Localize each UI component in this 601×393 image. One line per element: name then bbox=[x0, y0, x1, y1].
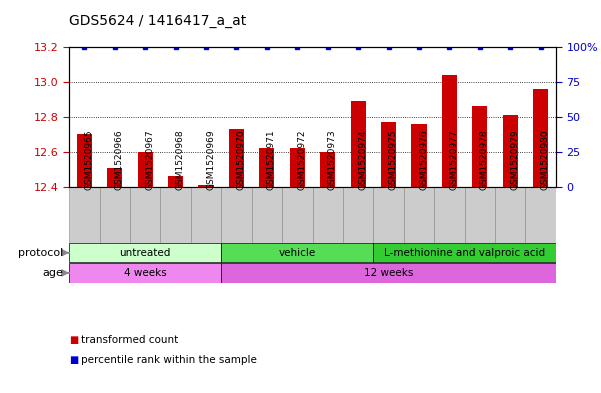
Bar bbox=[412, 124, 427, 187]
Text: age: age bbox=[42, 268, 63, 278]
Bar bbox=[381, 122, 396, 187]
Text: GDS5624 / 1416417_a_at: GDS5624 / 1416417_a_at bbox=[69, 13, 246, 28]
Text: untreated: untreated bbox=[120, 248, 171, 258]
Bar bbox=[290, 149, 305, 187]
Bar bbox=[343, 187, 373, 242]
Text: GSM1520970: GSM1520970 bbox=[236, 129, 245, 189]
Bar bbox=[472, 107, 487, 187]
Bar bbox=[350, 101, 366, 187]
Bar bbox=[69, 243, 221, 263]
Bar bbox=[100, 187, 130, 242]
Bar bbox=[442, 75, 457, 187]
Bar bbox=[191, 187, 221, 242]
Text: 12 weeks: 12 weeks bbox=[364, 268, 413, 278]
Text: GSM1520979: GSM1520979 bbox=[510, 129, 519, 189]
Text: GSM1520977: GSM1520977 bbox=[450, 129, 459, 189]
Bar bbox=[77, 134, 92, 187]
Text: GSM1520973: GSM1520973 bbox=[328, 129, 337, 189]
Bar bbox=[404, 187, 435, 242]
Bar bbox=[168, 176, 183, 187]
Bar bbox=[525, 187, 556, 242]
Text: GSM1520974: GSM1520974 bbox=[358, 129, 367, 189]
Text: GSM1520978: GSM1520978 bbox=[480, 129, 489, 189]
Bar bbox=[69, 187, 100, 242]
Bar bbox=[313, 187, 343, 242]
Text: GSM1520968: GSM1520968 bbox=[175, 129, 185, 189]
Text: ■: ■ bbox=[69, 335, 78, 345]
Text: protocol: protocol bbox=[18, 248, 63, 258]
Text: GSM1520976: GSM1520976 bbox=[419, 129, 428, 189]
Text: GSM1520971: GSM1520971 bbox=[267, 129, 276, 189]
Text: ■: ■ bbox=[69, 354, 78, 365]
Text: 4 weeks: 4 weeks bbox=[124, 268, 166, 278]
Bar bbox=[533, 89, 548, 187]
Text: GSM1520975: GSM1520975 bbox=[389, 129, 398, 189]
Text: L-methionine and valproic acid: L-methionine and valproic acid bbox=[384, 248, 545, 258]
Bar bbox=[221, 263, 556, 283]
Bar bbox=[252, 187, 282, 242]
Bar bbox=[107, 167, 123, 187]
Bar bbox=[495, 187, 525, 242]
Bar bbox=[198, 185, 213, 187]
Bar bbox=[130, 187, 160, 242]
Text: GSM1520980: GSM1520980 bbox=[541, 129, 550, 189]
Bar bbox=[373, 187, 404, 242]
Bar bbox=[221, 187, 252, 242]
Text: GSM1520967: GSM1520967 bbox=[145, 129, 154, 189]
Bar bbox=[69, 263, 221, 283]
Bar bbox=[373, 243, 556, 263]
Text: GSM1520965: GSM1520965 bbox=[84, 129, 93, 189]
Bar bbox=[320, 152, 335, 187]
Bar bbox=[282, 187, 313, 242]
Text: GSM1520966: GSM1520966 bbox=[115, 129, 124, 189]
Bar bbox=[434, 187, 465, 242]
Bar bbox=[229, 129, 244, 187]
Text: GSM1520972: GSM1520972 bbox=[297, 129, 307, 189]
Text: GSM1520969: GSM1520969 bbox=[206, 129, 215, 189]
Text: vehicle: vehicle bbox=[279, 248, 316, 258]
Bar bbox=[465, 187, 495, 242]
Bar bbox=[259, 149, 275, 187]
Bar bbox=[160, 187, 191, 242]
Bar bbox=[221, 243, 373, 263]
Bar bbox=[138, 152, 153, 187]
Text: percentile rank within the sample: percentile rank within the sample bbox=[81, 354, 257, 365]
Text: transformed count: transformed count bbox=[81, 335, 178, 345]
Bar bbox=[502, 115, 518, 187]
